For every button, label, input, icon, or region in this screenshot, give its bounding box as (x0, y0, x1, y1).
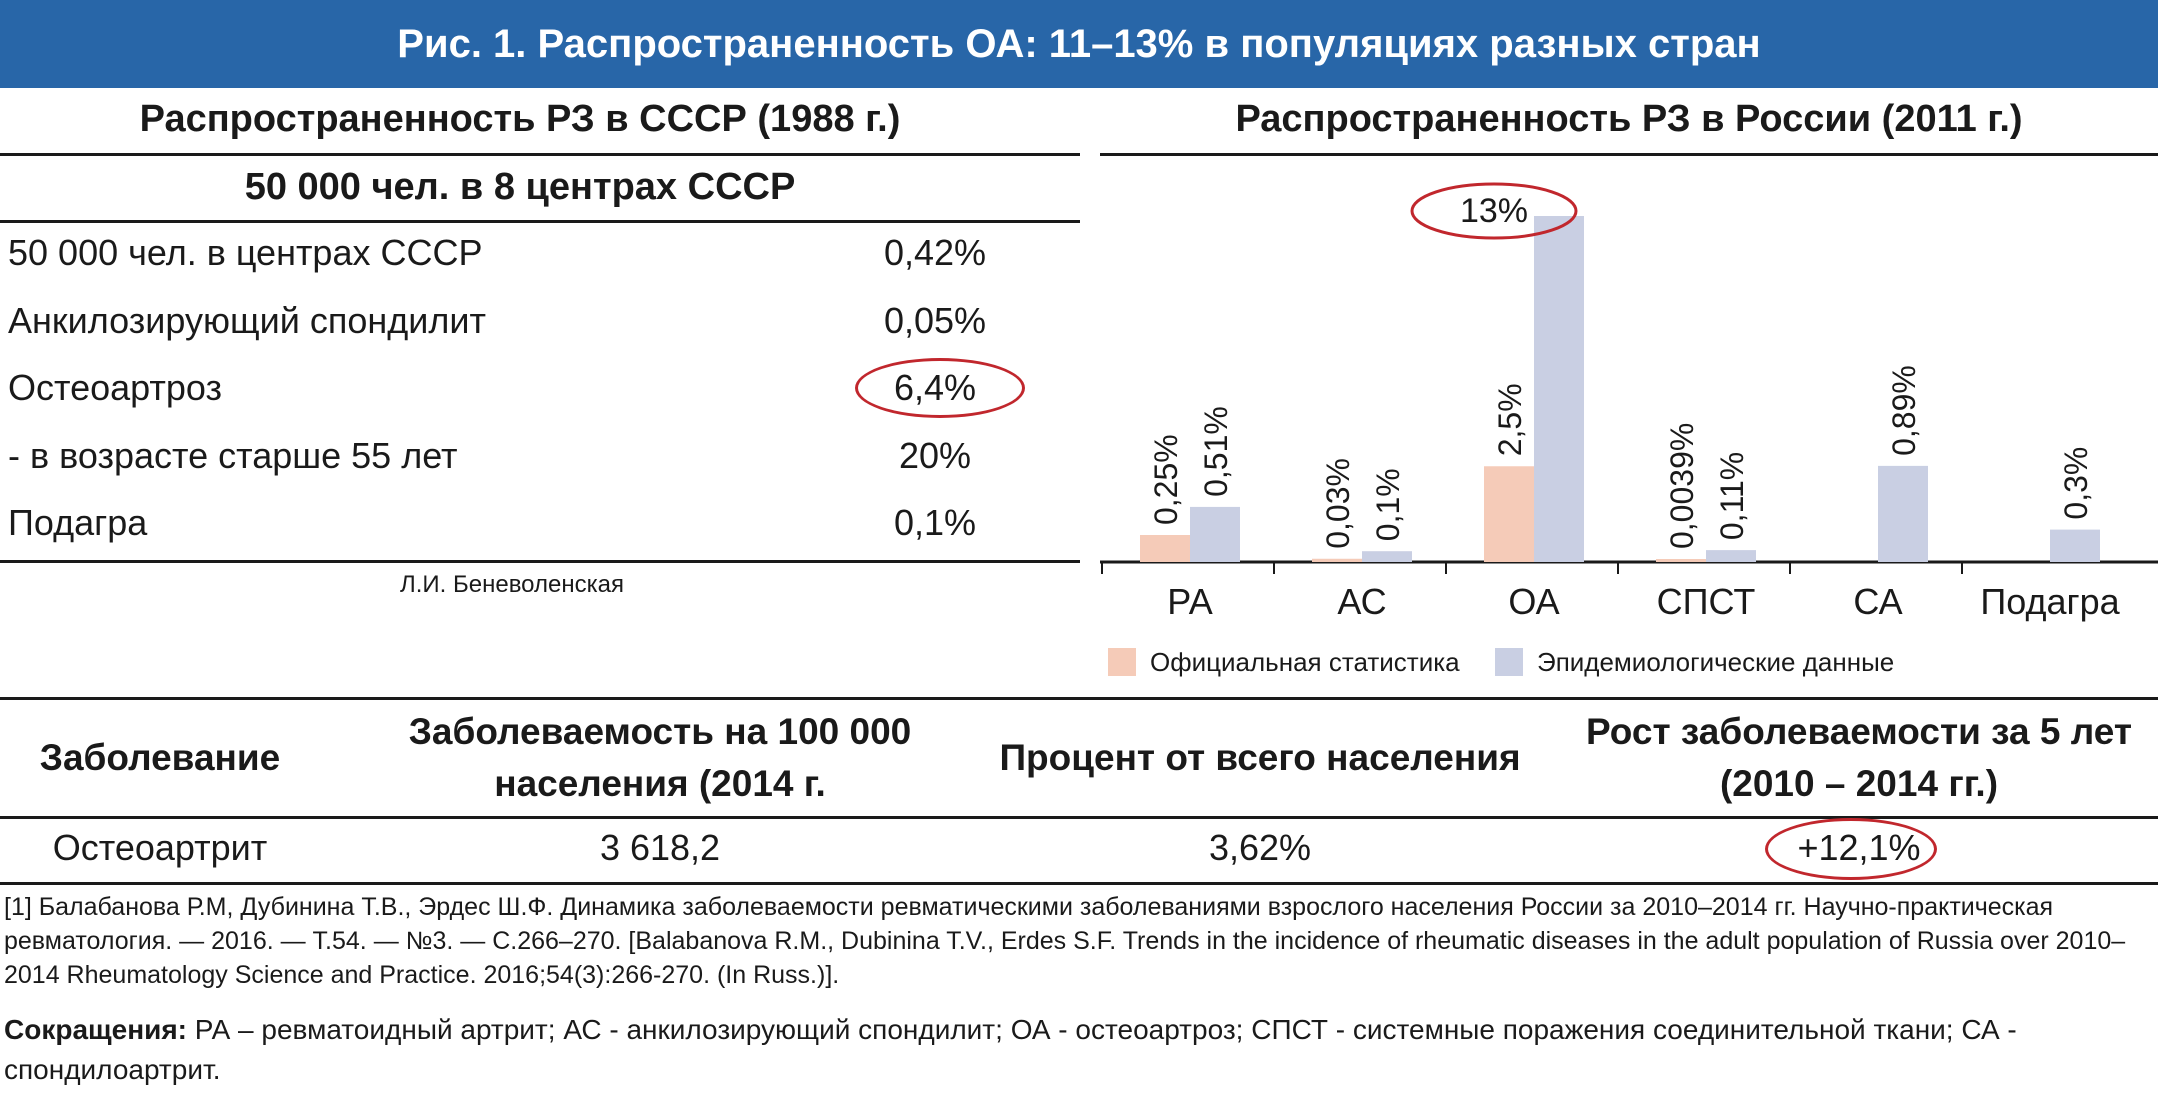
bar-official (1656, 559, 1706, 562)
data-label-highlighted: 13% (1460, 192, 1528, 230)
data-label: 0,51% (1198, 406, 1234, 497)
divider (0, 220, 1080, 223)
legend-label-epidemiological: Эпидемиологические данные (1537, 647, 1895, 677)
figure-title-banner: Рис. 1. Распространенность ОА: 11–13% в … (0, 0, 2158, 88)
data-label: 0,11% (1714, 452, 1750, 540)
divider (1100, 153, 2158, 156)
table-row-label: Остеоартроз (8, 367, 223, 408)
table-row-value: 0,42% (883, 232, 987, 273)
bar-official (1140, 535, 1190, 562)
table-row-value: 0,1% (893, 502, 977, 543)
column-header-disease: Заболевание (39, 737, 281, 778)
divider (0, 816, 2158, 819)
bar-epidemiological (2050, 529, 2100, 562)
x-tick-label: СПСТ (1657, 581, 1756, 622)
left-panel-title: Распространенность РЗ в СССР (1988 г.) (139, 98, 901, 140)
table-row-value: 0,05% (883, 300, 987, 341)
abbreviations-text: РА – ревматоидный артрит; АС - анкилозир… (4, 1014, 2017, 1085)
bar-epidemiological (1534, 216, 1584, 562)
data-label: 0,89% (1886, 365, 1922, 456)
bar-epidemiological (1362, 551, 1412, 562)
data-label: 0,3% (2058, 447, 2094, 520)
bar-official (1484, 466, 1534, 562)
highlight-ellipse (1410, 182, 1578, 240)
divider (0, 560, 1080, 563)
chart-title: Распространенность РЗ в России (2011 г.) (1235, 98, 2023, 140)
data-label: 0,1% (1370, 468, 1406, 541)
legend-swatch-epidemiological (1495, 648, 1523, 676)
legend-swatch-official (1108, 648, 1136, 676)
data-label: 0,0039% (1664, 423, 1700, 549)
table-row-label: 50 000 чел. в центрах СССР (8, 232, 483, 273)
highlight-ellipse (855, 358, 1025, 418)
table-row-label: - в возрасте старше 55 лет (8, 435, 458, 476)
column-header-incidence: Заболеваемость на 100 000 населения (201… (408, 711, 912, 804)
abbreviations: Сокращения: РА – ревматоидный артрит; АС… (4, 1010, 2134, 1090)
data-label: 0,03% (1320, 458, 1356, 549)
divider (0, 153, 1080, 156)
reference-text: [1] Балабанова Р.М, Дубинина Т.В., Эрдес… (4, 893, 2126, 989)
x-tick-label: Подагра (1980, 581, 2120, 622)
x-tick-label: ОА (1508, 581, 1559, 622)
x-tick-label: АС (1337, 581, 1386, 622)
table-row-label: Подагра (8, 502, 148, 543)
x-tick-label: РА (1167, 581, 1213, 622)
divider (0, 882, 2158, 885)
divider (0, 697, 2158, 700)
column-header-growth: Рост заболеваемости за 5 лет (2010 – 201… (1586, 711, 2132, 804)
bar-epidemiological (1878, 465, 1928, 562)
table-row-label: Анкилозирующий спондилит (8, 300, 486, 341)
column-header-percent: Процент от всего населения (999, 737, 1521, 778)
data-label: 2,5% (1492, 383, 1528, 456)
table-cell-incidence: 3 618,2 (599, 827, 721, 868)
table-cell-disease: Остеоартрит (52, 827, 268, 868)
left-panel-subtitle: 50 000 чел. в 8 центрах СССР (244, 166, 796, 208)
figure-title: Рис. 1. Распространенность ОА: 11–13% в … (397, 21, 1761, 66)
table-cell-percent: 3,62% (1208, 827, 1312, 868)
x-tick-label: СА (1853, 581, 1902, 622)
bar-chart: РА 0,25% 0,51% АС 0,03% 0,1% ОА 2,5% СПСТ 0,0039%… (1100, 182, 2158, 622)
abbreviations-label: Сокращения: (4, 1014, 187, 1045)
table-row-value: 20% (898, 435, 972, 476)
data-label: 0,25% (1148, 434, 1184, 525)
bar-epidemiological (1190, 506, 1240, 562)
highlight-ellipse (1765, 818, 1937, 880)
bar-official (1312, 558, 1362, 562)
legend-label-official: Официальная статистика (1150, 647, 1460, 677)
bar-epidemiological (1706, 550, 1756, 562)
credit-author: Л.И. Беневоленская (400, 571, 624, 598)
